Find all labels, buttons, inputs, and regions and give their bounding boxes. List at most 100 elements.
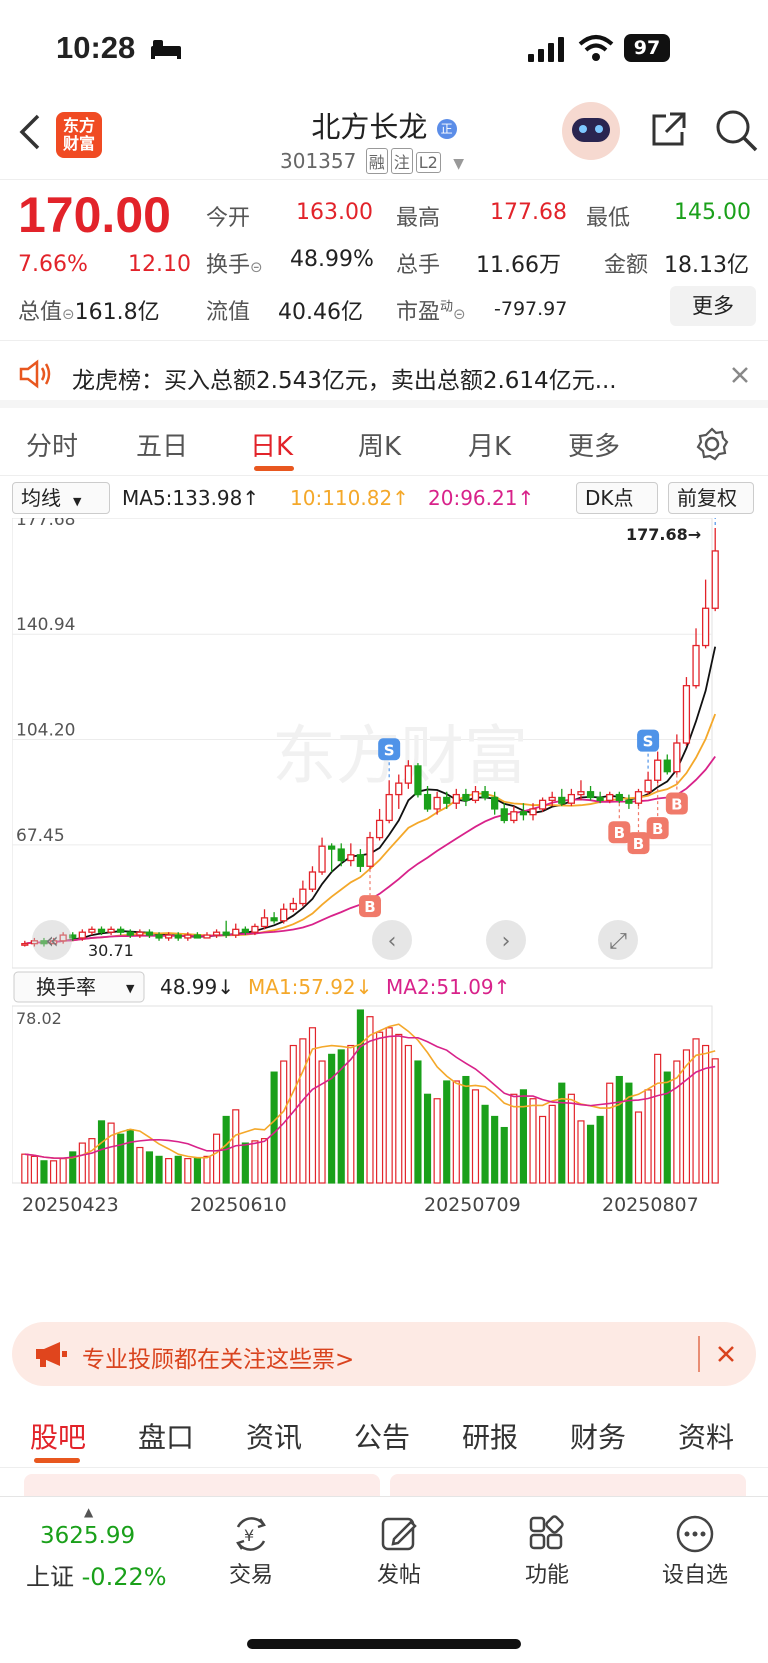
candle	[366, 831, 374, 870]
nav-post[interactable]: 发帖	[344, 1511, 454, 1589]
amount-label: 金额	[604, 253, 649, 278]
total-value: 总值⊝161.8亿	[18, 300, 160, 325]
marker-letter: B	[671, 796, 682, 814]
active-tab-indicator	[34, 1458, 80, 1463]
candle	[692, 628, 700, 689]
ma2-value: MA2:51.09↑	[386, 975, 510, 999]
close-icon[interactable]	[716, 1344, 736, 1364]
dk-point-select[interactable]: DK点	[576, 482, 658, 514]
turnover-bar	[586, 1124, 595, 1184]
share-icon[interactable]	[648, 110, 688, 150]
lhb-text: 龙虎榜：买入总额2.543亿元，卖出总额2.614亿元...	[72, 368, 617, 394]
settings-icon[interactable]	[694, 426, 730, 462]
turnover-bar	[606, 1082, 614, 1184]
tab-more[interactable]: 更多	[568, 432, 621, 462]
candle-body	[548, 796, 556, 801]
chart-nav-button[interactable]: ›	[486, 920, 526, 960]
back-icon[interactable]	[18, 114, 42, 150]
turnover-bar	[136, 1146, 144, 1184]
candle	[241, 926, 249, 936]
tab-pankou[interactable]: 盘口	[138, 1421, 195, 1454]
tab-five-day[interactable]: 五日	[136, 432, 189, 462]
assistant-avatar[interactable]	[562, 102, 620, 160]
candle	[491, 791, 499, 815]
tab-announcements[interactable]: 公告	[354, 1421, 411, 1454]
candle-body	[40, 940, 48, 945]
turnover-bar	[539, 1115, 547, 1184]
dragon-tiger-banner[interactable]: 龙虎榜：买入总额2.543亿元，卖出总额2.614亿元...	[0, 340, 768, 408]
candle	[423, 786, 432, 812]
candle-body	[107, 928, 115, 933]
candle	[471, 786, 480, 804]
turnover-bar	[78, 1142, 86, 1184]
tab-guba[interactable]: 股吧	[30, 1421, 87, 1454]
candle-body	[270, 917, 278, 922]
volume-select-label: 换手率	[36, 975, 96, 999]
app-logo[interactable]: 东方 财富	[56, 112, 102, 158]
chart-nav-button[interactable]: «	[32, 920, 72, 960]
turnover-ma2-line	[24, 1035, 716, 1159]
tab-news[interactable]: 资讯	[246, 1421, 303, 1454]
candle-body	[49, 940, 58, 945]
candle-body	[558, 796, 566, 804]
chart-nav-button[interactable]: ⤢	[598, 920, 638, 960]
candle-body	[615, 793, 623, 801]
turnover-bar	[203, 1155, 211, 1184]
status-time: 10:28	[56, 30, 136, 65]
turnover-bar	[577, 1120, 585, 1184]
advisor-banner[interactable]: 专业投顾都在关注这些票>	[12, 1322, 756, 1386]
candle	[126, 929, 134, 938]
candle-body	[481, 791, 489, 799]
dropdown-icon: ▼	[126, 982, 135, 995]
high-value: 177.68	[490, 200, 567, 225]
nav-functions[interactable]: 功能	[492, 1511, 602, 1589]
more-button[interactable]: 更多	[670, 286, 756, 326]
candle	[222, 920, 230, 938]
candle-body	[145, 931, 154, 936]
advisor-text: 专业投顾都在关注这些票>	[82, 1347, 355, 1373]
candle	[548, 791, 556, 807]
tab-research[interactable]: 研报	[462, 1421, 519, 1454]
float-value: 40.46亿	[278, 300, 363, 325]
tab-daily-k[interactable]: 日K	[250, 432, 294, 462]
candle-body	[88, 928, 96, 933]
turnover-bar	[471, 1089, 480, 1184]
turnover-bar	[644, 1089, 652, 1184]
chart-nav-button[interactable]: ‹	[372, 920, 412, 960]
candle-body	[711, 550, 719, 609]
chart-svg[interactable]: 东方财富 SBSBBBBS 177.68140.94104.2067.45177…	[11, 486, 756, 1278]
candle	[443, 791, 451, 809]
ma1-value: MA1:57.92↓	[248, 975, 372, 999]
close-icon[interactable]	[730, 365, 750, 385]
tab-finance[interactable]: 财务	[570, 1421, 627, 1454]
divider	[698, 1336, 700, 1372]
nav-button-bg	[372, 920, 412, 960]
ma10-value: 10:110.82↑	[290, 486, 409, 510]
nav-trade[interactable]: ¥ 交易	[196, 1511, 306, 1589]
dropdown-icon[interactable]: ▼	[453, 156, 464, 172]
index-row[interactable]: 上证 -0.22%	[26, 1563, 167, 1591]
turnover-bar	[414, 1060, 422, 1184]
turnover-bar	[155, 1155, 163, 1184]
price-tick: 104.20	[16, 721, 75, 741]
stock-header: 东方 财富 北方长龙 正 301357 融注 L2 ▼	[0, 100, 768, 180]
amount-value: 18.13亿	[664, 253, 749, 278]
tab-weekly-k[interactable]: 周K	[358, 432, 402, 462]
volume-select[interactable]	[13, 971, 145, 1003]
kline-chart[interactable]: 东方财富 SBSBBBBS 177.68140.94104.2067.45177…	[11, 486, 756, 1278]
candle-body	[308, 871, 317, 890]
tab-monthly-k[interactable]: 月K	[468, 432, 512, 462]
turnover-value: 48.99%	[290, 247, 374, 272]
turnover-bar	[558, 1082, 566, 1184]
adjust-select[interactable]: 前复权	[668, 482, 754, 514]
candle	[117, 926, 125, 936]
candle-body	[596, 796, 604, 801]
expand-arrow-icon[interactable]: ▲	[84, 1505, 94, 1519]
indicator-select[interactable]: 均线 ▼	[12, 482, 110, 514]
tab-profile[interactable]: 资料	[678, 1421, 735, 1454]
nav-watchlist[interactable]: 设自选	[640, 1511, 750, 1589]
search-icon[interactable]	[714, 108, 758, 152]
index-value[interactable]: 3625.99	[40, 1523, 136, 1549]
tab-intraday[interactable]: 分时	[26, 432, 79, 462]
candle-body	[30, 940, 39, 945]
